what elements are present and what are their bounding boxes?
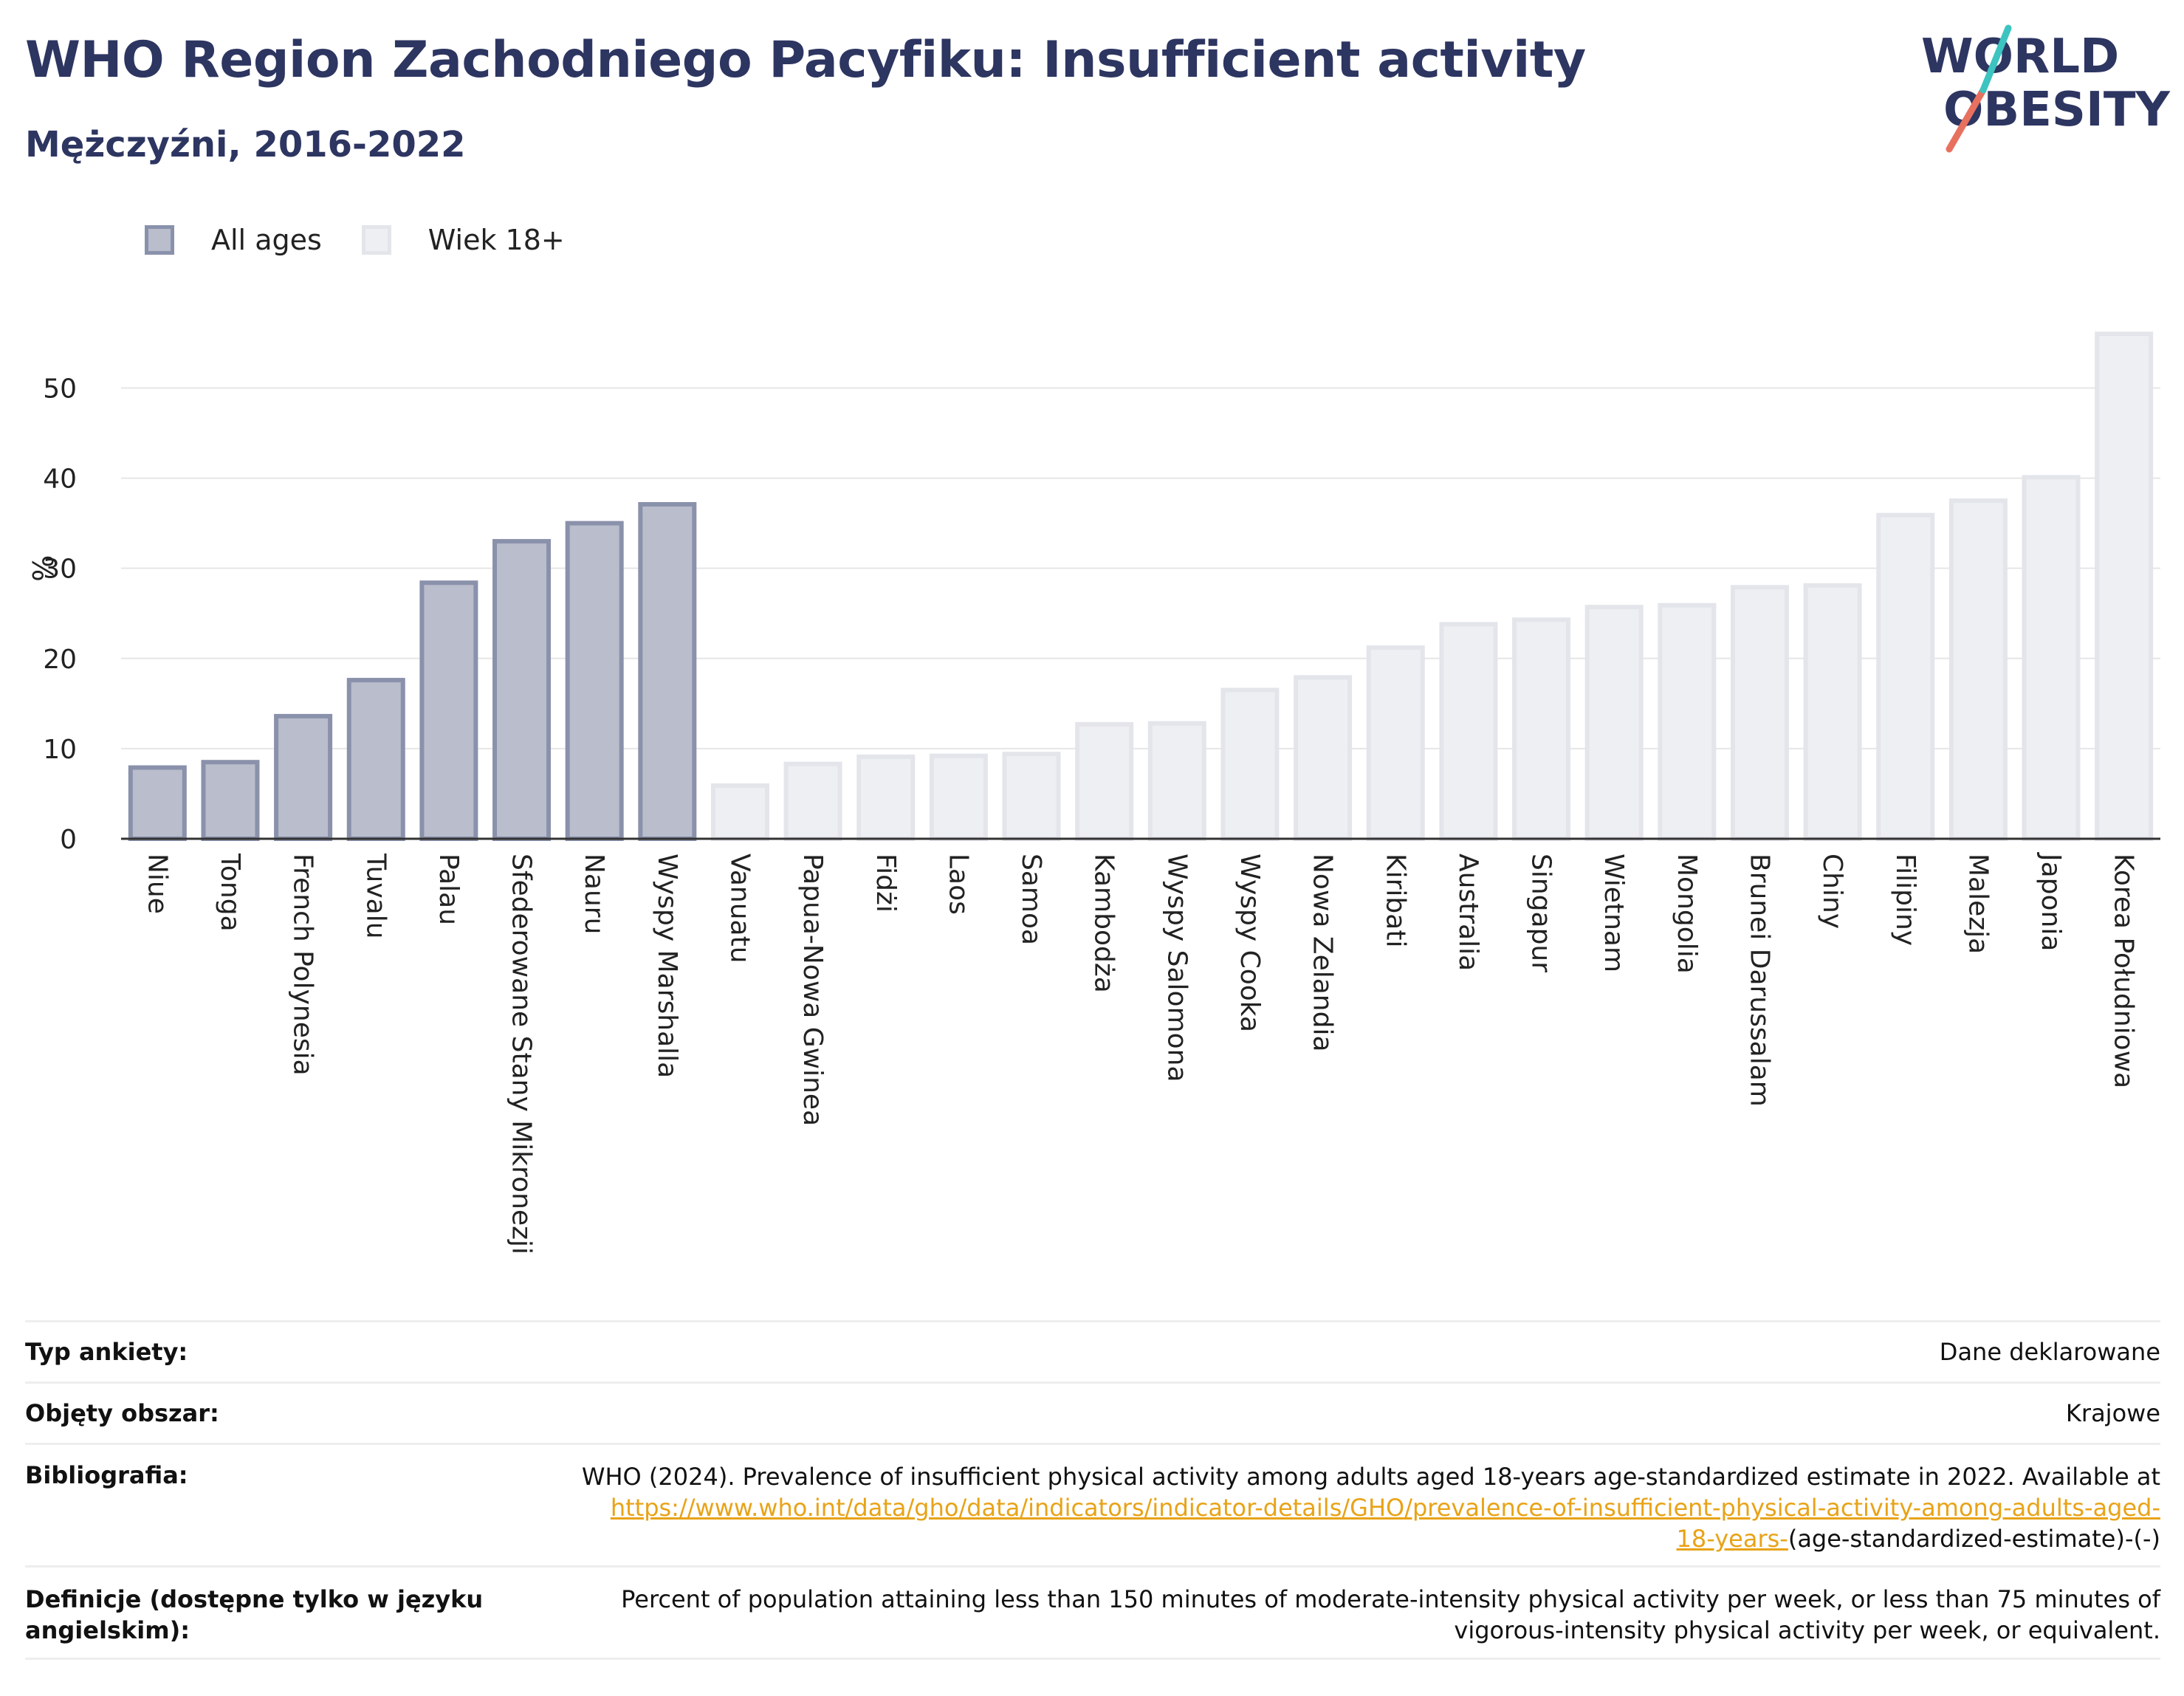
y-tick-label: 30	[43, 555, 77, 585]
x-tick-label: Fidżi	[870, 854, 901, 913]
y-tick-label: 10	[43, 735, 77, 765]
bar	[1147, 721, 1206, 841]
meta-row-definitions: Definicje (dostępne tylko w języku angie…	[25, 1565, 2160, 1660]
svg-text:WORLD: WORLD	[1921, 30, 2119, 84]
bar	[2095, 332, 2154, 842]
x-tick-label: Tuvalu	[360, 853, 391, 939]
page-title: WHO Region Zachodniego Pacyfiku: Insuffi…	[25, 31, 1586, 89]
meta-row-bibliography: Bibliografia: WHO (2024). Prevalence of …	[25, 1443, 2160, 1565]
survey-type-value: Dane deklarowane	[1939, 1338, 2160, 1366]
legend-label-all-ages: All ages	[211, 224, 322, 256]
bar	[1075, 721, 1134, 842]
bibliography-suffix: (age-standardized-estimate)-(-)	[1788, 1525, 2160, 1553]
x-tick-label: Wietnam	[1598, 854, 1629, 972]
y-tick-label: 50	[43, 374, 77, 404]
bar	[1439, 622, 1498, 841]
meta-row-survey-type: Typ ankiety: Dane deklarowane	[25, 1320, 2160, 1381]
bar	[565, 521, 624, 841]
x-tick-label: Filipiny	[1890, 854, 1920, 946]
world-obesity-logo: WORLD OBESITY	[1921, 24, 2170, 153]
x-tick-label: Brunei Darussalam	[1744, 854, 1774, 1107]
x-tick-label: Wyspy Cooka	[1234, 854, 1265, 1032]
bar	[783, 761, 842, 842]
bar-chart: 0 10 20 30 40 50% Niue Tonga French Polynesia Tuv…	[27, 332, 2160, 1254]
x-tick-label: Tonga	[215, 853, 245, 932]
x-tick-label: Sfederowane Stany Mikronezji	[506, 854, 537, 1254]
bar	[1803, 583, 1862, 841]
bar	[1002, 752, 1061, 842]
x-tick-label: Wyspy Salomona	[1161, 854, 1192, 1082]
x-tick-label: French Polynesia	[288, 854, 318, 1076]
definitions-value: Percent of population attaining less tha…	[621, 1585, 2160, 1644]
coverage-value: Krajowe	[2065, 1399, 2160, 1427]
x-tick-label: Nowa Zelandia	[1308, 854, 1338, 1052]
bar	[1294, 675, 1353, 841]
metadata-table: Typ ankiety: Dane deklarowane Objęty obs…	[25, 1320, 2160, 1660]
x-tick-label: Wyspy Marshalla	[652, 854, 682, 1078]
bar	[201, 760, 260, 841]
bar	[2022, 475, 2081, 841]
survey-type-label: Typ ankiety:	[25, 1338, 188, 1366]
bar	[1876, 512, 1935, 841]
coverage-label: Objęty obszar:	[25, 1399, 219, 1427]
x-tick-label: Chiny	[1817, 854, 1847, 929]
y-tick-label: 0	[60, 825, 77, 855]
legend-item-adults[interactable]: Wiek 18+	[361, 224, 565, 256]
legend-item-all-ages[interactable]: All ages	[145, 224, 322, 256]
y-tick-label: 40	[43, 464, 77, 495]
bibliography-text: WHO (2024). Prevalence of insufficient p…	[581, 1463, 2160, 1491]
bibliography-value: WHO (2024). Prevalence of insufficient p…	[582, 1461, 2160, 1565]
x-tick-label: Mongolia	[1672, 854, 1702, 974]
legend-swatch-adults	[361, 225, 391, 255]
bar	[128, 765, 187, 842]
bar	[1366, 645, 1425, 841]
bar	[1658, 602, 1717, 841]
bar	[346, 678, 405, 841]
x-tick-label: Kiribati	[1380, 854, 1410, 947]
y-tick-label: 20	[43, 645, 77, 675]
bar	[856, 754, 916, 842]
legend-swatch-all-ages	[145, 225, 174, 255]
svg-text:OBESITY: OBESITY	[1943, 83, 2170, 137]
chart-legend: All ages Wiek 18+	[145, 220, 605, 260]
bibliography-link-2[interactable]: 18-years-	[1676, 1525, 1788, 1553]
bibliography-link-1[interactable]: https://www.who.int/data/gho/data/indica…	[610, 1494, 2160, 1522]
bar	[492, 539, 552, 841]
page-subtitle: Mężczyźni, 2016-2022	[25, 124, 466, 165]
x-tick-label: Malezja	[1962, 854, 1993, 954]
bibliography-label: Bibliografia:	[25, 1461, 188, 1489]
x-tick-label: Vanuatu	[724, 854, 755, 964]
bar	[274, 713, 333, 841]
meta-row-coverage: Objęty obszar: Krajowe	[25, 1381, 2160, 1443]
x-tick-label: Japonia	[2036, 852, 2066, 951]
x-tick-label: Kambodża	[1089, 854, 1119, 993]
bar	[1730, 585, 1789, 841]
bar	[929, 753, 988, 841]
x-tick-label: Nauru	[579, 854, 609, 934]
x-tick-label: Niue	[142, 854, 172, 914]
x-tick-label: Palau	[433, 854, 464, 925]
x-tick-label: Samoa	[1016, 854, 1046, 945]
bar	[1584, 605, 1644, 841]
y-axis-label: %	[27, 555, 60, 582]
legend-label-adults: Wiek 18+	[427, 224, 565, 256]
bar	[1512, 617, 1571, 841]
bar	[1220, 687, 1280, 841]
x-tick-label: Laos	[943, 854, 973, 915]
x-tick-label: Papua-Nowa Gwinea	[797, 854, 828, 1126]
bar	[638, 501, 697, 841]
x-tick-label: Singapur	[1526, 854, 1556, 972]
bar	[710, 783, 769, 841]
definitions-label: Definicje (dostępne tylko w języku angie…	[25, 1585, 484, 1644]
bar	[1948, 498, 2008, 841]
x-tick-label: Australia	[1453, 854, 1483, 971]
bar	[419, 580, 478, 841]
x-tick-label: Korea Południowa	[2109, 854, 2139, 1088]
